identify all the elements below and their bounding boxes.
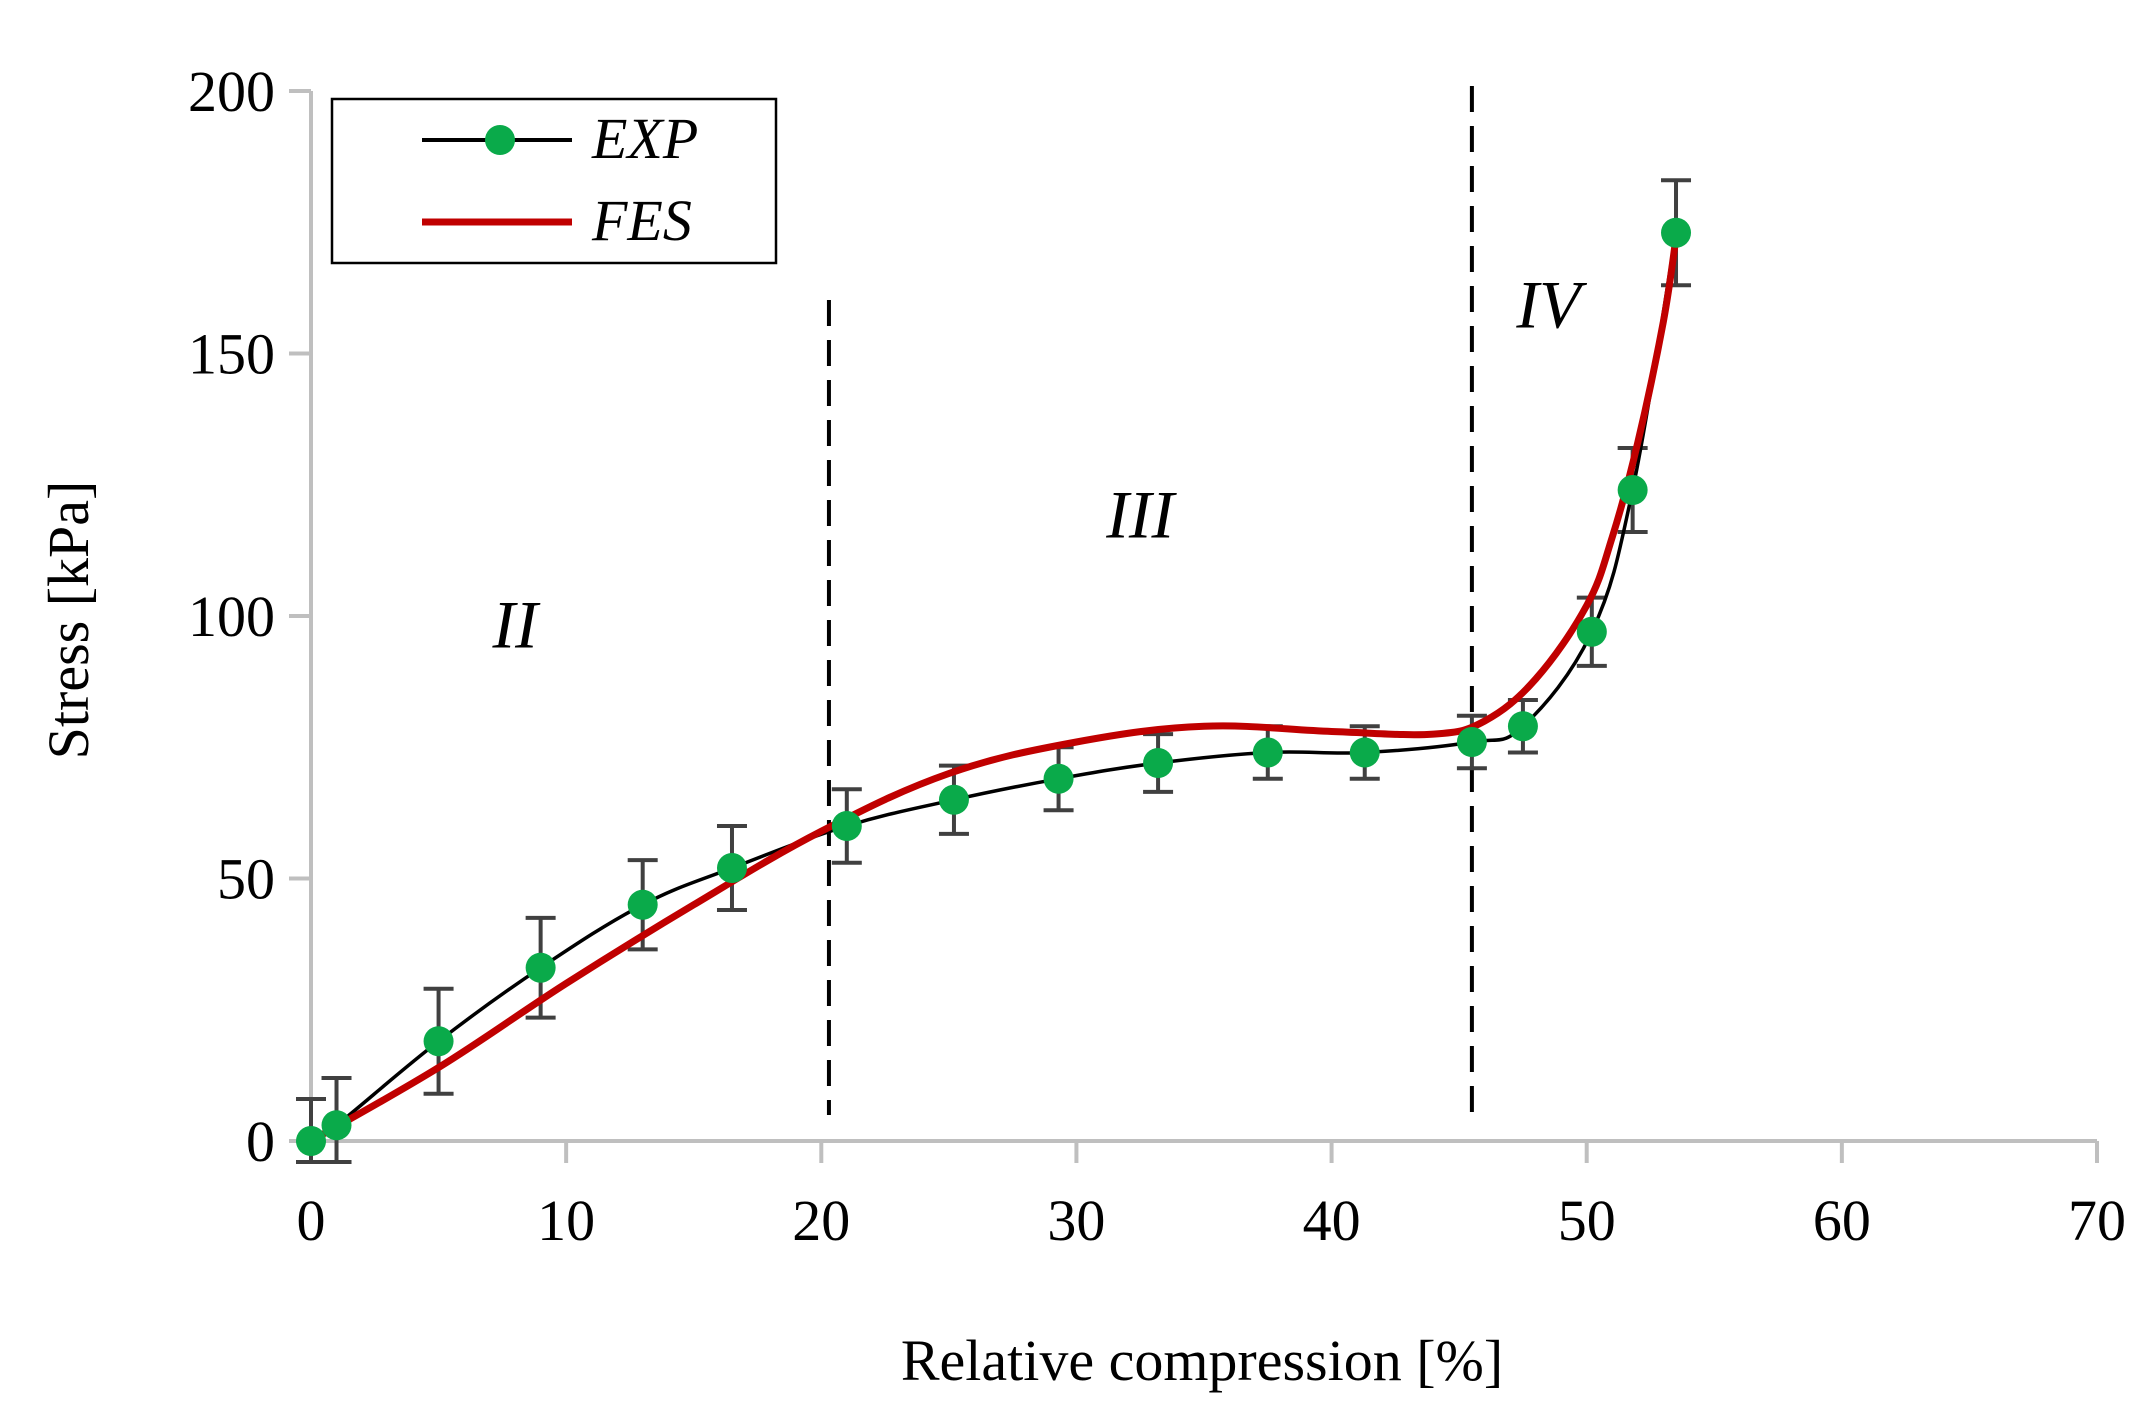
- legend-exp-marker: [485, 125, 515, 155]
- exp-point-10: [1252, 737, 1283, 768]
- x-tick-label-40: 40: [1303, 1188, 1361, 1253]
- exp-point-5: [716, 853, 747, 883]
- exp-point-2: [423, 1026, 454, 1057]
- x-axis-title: Relative compression [%]: [901, 1328, 1503, 1393]
- region-label-1: II: [491, 587, 541, 663]
- exp-point-16: [1661, 217, 1692, 248]
- legend-exp-label: EXP: [591, 106, 698, 171]
- y-tick-label-100: 100: [188, 584, 275, 649]
- region-label-2: III: [1105, 476, 1177, 552]
- exp-point-8: [1043, 763, 1074, 794]
- x-tick-label-50: 50: [1558, 1188, 1616, 1253]
- exp-point-12: [1456, 727, 1487, 757]
- y-tick-label-50: 50: [217, 847, 275, 912]
- exp-point-1: [321, 1110, 352, 1141]
- exp-point-0: [296, 1126, 326, 1156]
- x-tick-label-10: 10: [537, 1188, 595, 1253]
- exp-point-9: [1143, 748, 1174, 778]
- exp-point-7: [938, 784, 969, 815]
- y-tick-label-200: 200: [188, 59, 275, 124]
- x-tick-label-30: 30: [1047, 1188, 1105, 1253]
- x-tick-label-70: 70: [2068, 1188, 2126, 1253]
- x-tick-label-0: 0: [297, 1188, 326, 1253]
- exp-point-3: [525, 952, 556, 983]
- exp-point-6: [831, 811, 862, 841]
- region-label-3: IV: [1515, 266, 1588, 342]
- series-layer: [296, 178, 1692, 1164]
- exp-point-4: [627, 889, 658, 920]
- y-axis-title: Stress [kPa]: [36, 481, 101, 760]
- legend-box: [330, 97, 778, 265]
- x-tick-label-60: 60: [1813, 1188, 1871, 1253]
- exp-point-14: [1576, 616, 1607, 647]
- exp-point-13: [1507, 711, 1538, 742]
- legend: EXP FES: [330, 97, 778, 265]
- region-dividers: [826, 86, 1474, 1115]
- exp-point-11: [1349, 737, 1380, 768]
- exp-point-15: [1617, 475, 1648, 505]
- exp-markers: [296, 217, 1692, 1156]
- exp-error-bars: [296, 178, 1692, 1164]
- fes-series-line: [307, 234, 1680, 1145]
- legend-fes-label: FES: [591, 188, 692, 253]
- x-tick-label-20: 20: [792, 1188, 850, 1253]
- y-tick-label-150: 150: [188, 322, 275, 387]
- y-tick-label-0: 0: [246, 1109, 275, 1174]
